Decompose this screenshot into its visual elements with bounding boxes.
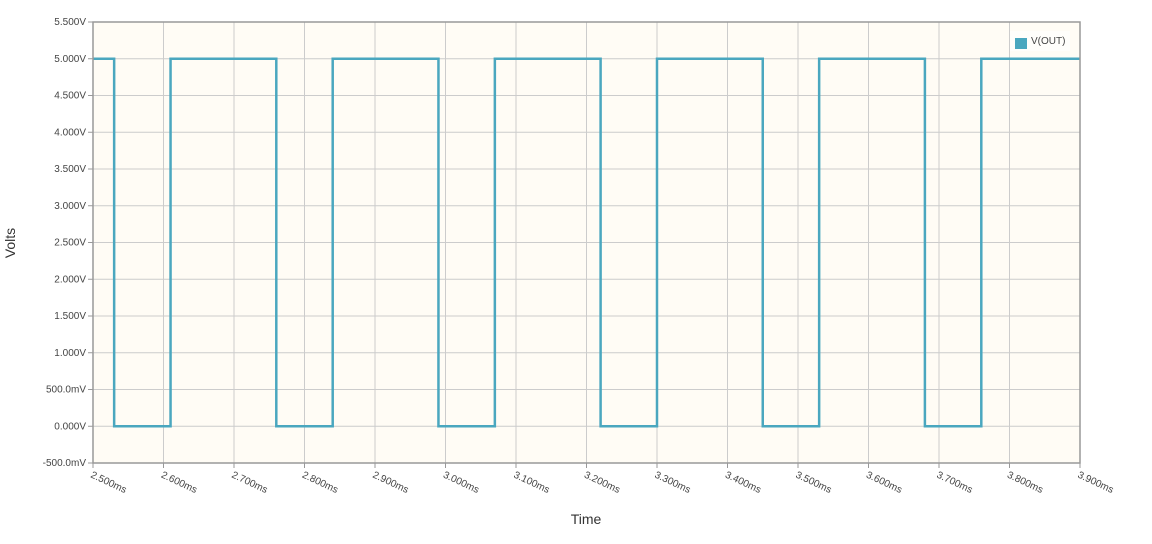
x-tick-label: 3.000ms <box>441 470 480 496</box>
x-tick-label: 2.500ms <box>89 470 128 496</box>
y-tick-label: 2.500V <box>54 238 86 249</box>
y-tick-label: 5.000V <box>54 54 86 65</box>
x-tick-label: 3.200ms <box>582 470 621 496</box>
x-tick-label: 2.700ms <box>230 470 269 496</box>
x-tick-label: 3.300ms <box>653 470 692 496</box>
y-tick-label: 2.000V <box>54 274 86 285</box>
x-tick-label: 3.100ms <box>512 470 551 496</box>
y-tick-label: 5.500V <box>54 17 86 28</box>
x-axis-title: Time <box>571 511 602 527</box>
y-tick-label: 3.000V <box>54 201 86 212</box>
y-tick-label: 4.500V <box>54 91 86 102</box>
x-tick-label: 3.500ms <box>794 470 833 496</box>
x-tick-label: 3.800ms <box>1005 470 1044 496</box>
x-tick-label: 3.600ms <box>864 470 903 496</box>
legend-swatch <box>1015 38 1027 49</box>
series-line <box>93 57 1080 428</box>
y-axis-ticks: 5.500V 5.000V 4.500V 4.000V 3.500V 3.000V 2.50… <box>43 17 93 469</box>
x-tick-label: 2.800ms <box>300 470 339 496</box>
y-tick-label: 0.000V <box>54 421 86 432</box>
y-axis-title: Volts <box>2 228 18 258</box>
x-tick-label: 2.900ms <box>371 470 410 496</box>
x-tick-label: 3.400ms <box>723 470 762 496</box>
y-tick-label: 1.000V <box>54 348 86 359</box>
legend-label: V(OUT) <box>1031 36 1065 47</box>
x-tick-label: 3.700ms <box>935 470 974 496</box>
x-tick-label: 2.600ms <box>159 470 198 496</box>
y-tick-label: -500.0mV <box>43 458 87 469</box>
y-tick-label: 3.500V <box>54 164 86 175</box>
y-tick-label: 1.500V <box>54 311 86 322</box>
legend: V(OUT) <box>1010 31 1070 51</box>
series-layer <box>93 57 1080 428</box>
x-axis-ticks: 2.500ms 2.600ms 2.700ms 2.800ms 2.900ms 3.000… <box>89 463 1115 496</box>
y-tick-label: 500.0mV <box>46 385 86 396</box>
x-tick-label: 3.900ms <box>1076 470 1115 496</box>
y-tick-label: 4.000V <box>54 127 86 138</box>
plot-border <box>92 21 1081 464</box>
